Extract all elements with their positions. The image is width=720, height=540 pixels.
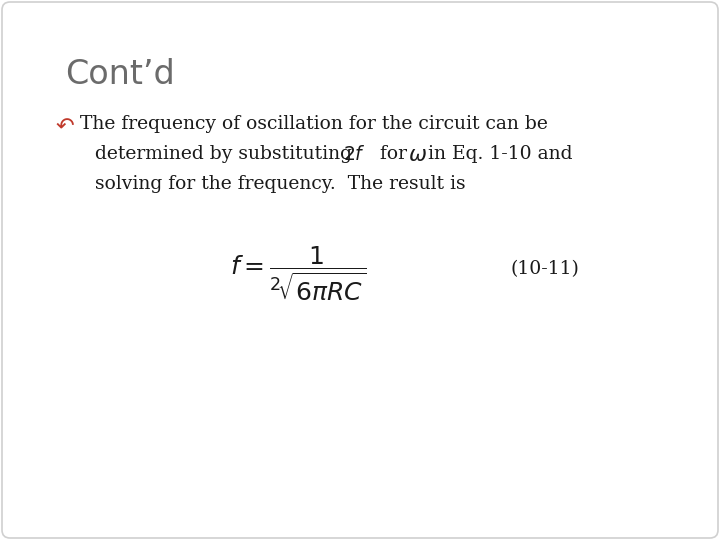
Text: determined by substituting: determined by substituting [95,145,358,163]
Text: $\mathit{\omega}$: $\mathit{\omega}$ [408,145,427,165]
Text: Cont’d: Cont’d [65,58,175,91]
Text: solving for the frequency.  The result is: solving for the frequency. The result is [95,175,466,193]
Text: for: for [368,145,413,163]
Text: in Eq. 1-10 and: in Eq. 1-10 and [428,145,572,163]
Text: The frequency of oscillation for the circuit can be: The frequency of oscillation for the cir… [80,115,548,133]
Text: ↶: ↶ [55,118,73,138]
Text: $f = \dfrac{1}{^{2}\!\sqrt{6\pi RC}}$: $f = \dfrac{1}{^{2}\!\sqrt{6\pi RC}}$ [230,245,366,303]
Text: (10-11): (10-11) [510,260,579,278]
Text: $\mathit{2f}$: $\mathit{2f}$ [343,145,366,164]
